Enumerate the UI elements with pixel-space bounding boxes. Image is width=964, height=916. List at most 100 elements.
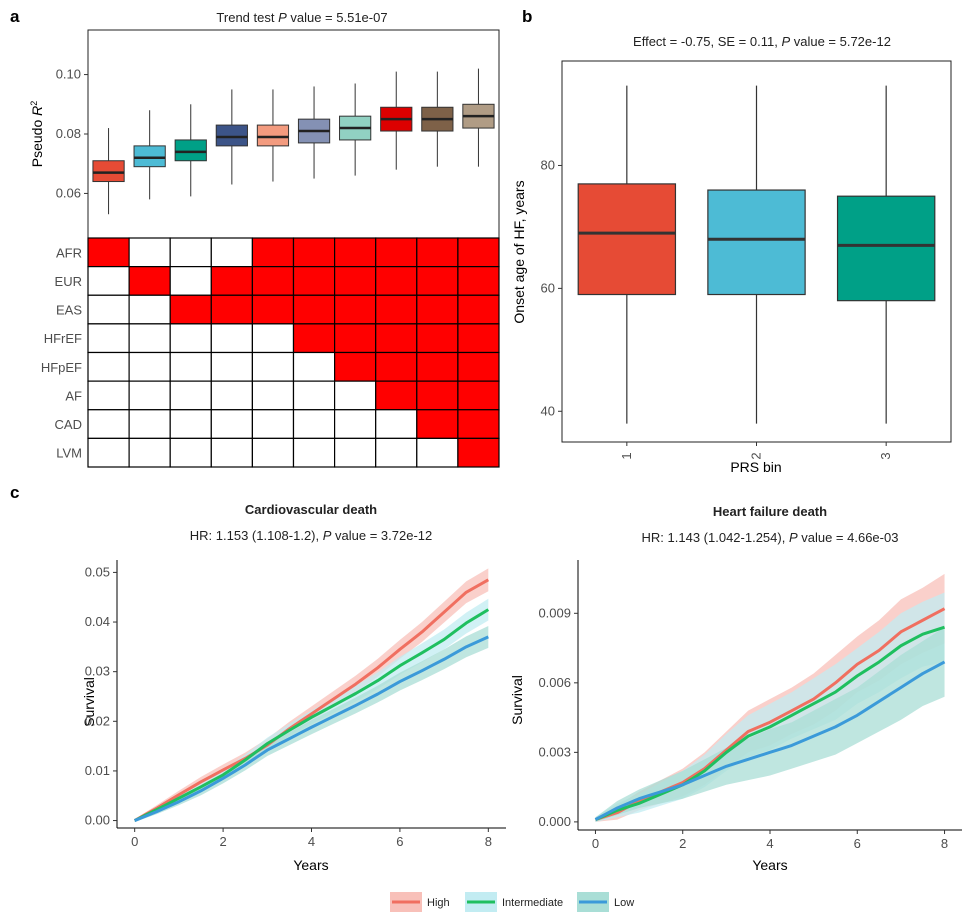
c1-ytick-label: 0.03 <box>85 664 110 679</box>
grid-cell <box>416 380 459 411</box>
grid-cell <box>334 437 377 468</box>
grid-cell <box>375 380 418 411</box>
grid-cell <box>457 437 500 468</box>
grid-row-label: HFrEF <box>44 331 82 346</box>
c1-ytick-label: 0.05 <box>85 564 110 579</box>
grid-cell <box>334 380 377 411</box>
grid-cell <box>128 351 171 382</box>
grid-cell <box>334 409 377 439</box>
grid-cell <box>457 323 500 354</box>
grid-cell <box>128 237 171 268</box>
grid-cell <box>87 323 130 354</box>
grid-cell <box>210 294 254 325</box>
legend-item-high: High <box>390 892 450 912</box>
a-ytick-label: 0.08 <box>56 126 81 141</box>
grid-cell <box>169 294 212 325</box>
c2-ytick-label: 0.003 <box>538 744 571 759</box>
grid-cell <box>169 409 212 439</box>
panel-b-title: Effect = -0.75, SE = 0.11, P value = 5.7… <box>633 34 891 49</box>
a-box-5 <box>256 89 290 182</box>
grid-cell <box>87 437 130 468</box>
panel-letter-a: a <box>10 7 20 26</box>
c2-ytick-label: 0.006 <box>538 675 571 690</box>
legend: High Intermediate Low <box>390 892 634 912</box>
panel-a-title: Trend test P value = 5.51e-07 <box>216 10 387 25</box>
a-box-3 <box>174 104 207 197</box>
b-box-2 <box>707 85 806 424</box>
c1-xtick-label: 2 <box>219 834 226 849</box>
grid-cell <box>334 323 377 354</box>
c1-line-intermediate <box>134 608 490 822</box>
grid-cell <box>87 237 130 268</box>
c1-ytick-label: 0.00 <box>85 813 110 828</box>
panel-c1-title: Cardiovascular death <box>245 502 377 517</box>
grid-cell <box>169 437 212 468</box>
grid-cell <box>292 323 336 354</box>
grid-cell <box>375 409 418 439</box>
grid-cell <box>210 237 254 268</box>
grid-cell <box>416 437 459 468</box>
grid-cell <box>416 409 459 439</box>
grid-cell <box>128 323 171 354</box>
grid-cell <box>251 351 295 382</box>
c1-band-intermediate <box>134 598 489 823</box>
legend-label: Intermediate <box>502 897 563 909</box>
panel-c2-ylabel: Survival <box>509 675 525 725</box>
c2-xtick-label: 0 <box>592 836 599 851</box>
c2-line-low <box>594 660 946 821</box>
grid-cell <box>251 437 295 468</box>
grid-cell <box>169 266 212 296</box>
c1-xtick-label: 4 <box>308 834 315 849</box>
c2-ytick-label: 0.000 <box>538 814 571 829</box>
c1-xtick-label: 0 <box>131 834 138 849</box>
panel-letter-b: b <box>522 7 532 26</box>
legend-label: High <box>427 897 450 909</box>
grid-cell <box>375 294 418 325</box>
a-ytick-label: 0.06 <box>56 185 81 200</box>
legend-item-intermediate: Intermediate <box>465 892 563 912</box>
a-ytick-label: 0.10 <box>56 67 81 82</box>
c1-band-low <box>134 626 489 823</box>
grid-cell <box>457 266 500 296</box>
grid-cell <box>87 409 130 439</box>
panel-a-boxplot: Trend test P value = 5.51e-07 Pseudo R2 … <box>29 10 500 239</box>
c2-xtick-label: 4 <box>766 836 773 851</box>
grid-cell <box>416 266 459 296</box>
grid-cell <box>210 380 254 411</box>
grid-cell <box>87 380 130 411</box>
grid-cell <box>251 380 295 411</box>
panel-c2-subtitle: HR: 1.143 (1.042-1.254), P value = 4.66e… <box>642 530 899 545</box>
panel-c-heart-failure: Heart failure death HR: 1.143 (1.042-1.2… <box>509 504 962 873</box>
c1-ytick-label: 0.01 <box>85 763 110 778</box>
c1-line-low <box>134 635 489 822</box>
grid-cell <box>375 351 418 382</box>
grid-cell <box>128 409 171 439</box>
a-box-9 <box>421 71 454 167</box>
grid-cell <box>457 351 500 382</box>
grid-cell <box>251 323 295 354</box>
b-xtick-label: 2 <box>749 452 764 459</box>
grid-cell <box>334 351 377 382</box>
c1-xtick-label: 6 <box>396 834 403 849</box>
a-box-body <box>256 124 290 147</box>
legend-label: Low <box>614 897 634 909</box>
panel-c1-xlabel: Years <box>293 857 328 873</box>
panel-c2-title: Heart failure death <box>713 504 827 519</box>
panel-a-indicator-grid: AFR EUR EAS HFrEF HFpEF AF CAD LVM <box>41 237 500 468</box>
c1-line-high <box>133 578 490 822</box>
grid-cell <box>292 266 336 296</box>
b-box-1 <box>577 85 677 424</box>
legend-item-low: Low <box>577 892 634 912</box>
c2-xtick-label: 8 <box>941 836 948 851</box>
grid-cell <box>251 294 295 325</box>
grid-cell <box>292 409 336 439</box>
grid-row-label: LVM <box>56 446 82 461</box>
panel-b-xlabel: PRS bin <box>730 459 781 475</box>
c1-ytick-label: 0.02 <box>85 713 110 728</box>
grid-cell <box>210 437 254 468</box>
a-box-1 <box>92 128 125 215</box>
grid-cell <box>87 351 130 382</box>
panel-letter-c: c <box>10 483 19 502</box>
a-box-body <box>133 145 166 168</box>
grid-row-label: HFpEF <box>41 360 82 375</box>
